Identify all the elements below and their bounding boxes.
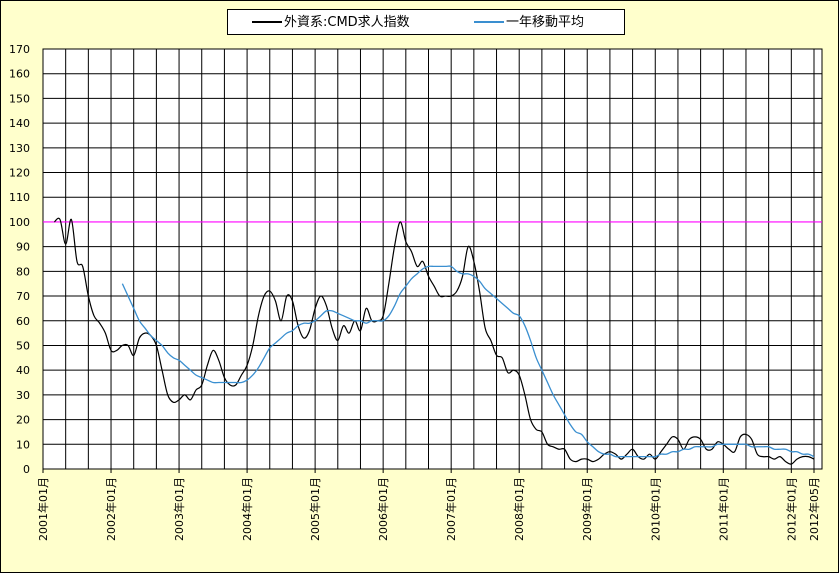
plot-border (42, 48, 823, 470)
x-tick-label: 2003年01月 (172, 477, 186, 541)
y-tick-label: 140 (9, 117, 30, 130)
y-tick-label: 150 (9, 92, 30, 105)
y-tick-label: 70 (16, 290, 30, 303)
x-tick-label: 2012年01月 (784, 477, 798, 541)
y-tick-label: 130 (9, 142, 30, 155)
y-tick-label: 100 (9, 216, 30, 229)
y-tick-label: 50 (16, 339, 30, 352)
y-tick-label: 20 (16, 414, 30, 427)
y-tick-label: 90 (16, 241, 30, 254)
y-tick-label: 10 (16, 438, 30, 451)
x-tick-label: 2011年01月 (716, 477, 730, 541)
legend-box (227, 9, 625, 35)
series-line (121, 265, 815, 458)
plot-area (43, 49, 822, 469)
y-tick-label: 30 (16, 389, 30, 402)
y-tick-label: 80 (16, 265, 30, 278)
y-tick-label: 120 (9, 167, 30, 180)
legend: 外資系:CMD求人指数 一年移動平均 (227, 9, 625, 35)
x-tick-label: 2004年01月 (240, 477, 254, 541)
x-tick-label: 2008年01月 (512, 477, 526, 541)
y-tick-label: 110 (9, 191, 30, 204)
x-tick-label: 2007年01月 (444, 477, 458, 541)
y-tick-label: 160 (9, 68, 30, 81)
y-tick-label: 40 (16, 364, 30, 377)
x-tick-label: 2005年01月 (308, 477, 322, 541)
x-tick-label: 2010年01月 (648, 477, 662, 541)
x-tick-label: 2006年01月 (376, 477, 390, 541)
x-tick-label: 2002年01月 (104, 477, 118, 541)
legend-label: 一年移動平均 (506, 15, 584, 30)
x-tick-label: 2009年01月 (580, 477, 594, 541)
x-tick-label: 2001年01月 (36, 477, 50, 541)
y-tick-label: 60 (16, 315, 30, 328)
series-line (53, 217, 815, 465)
legend-label: 外資系:CMD求人指数 (284, 15, 410, 30)
y-tick-label: 170 (9, 43, 30, 56)
y-tick-label: 0 (23, 463, 30, 476)
x-tick-label: 2012年05月 (807, 477, 821, 541)
